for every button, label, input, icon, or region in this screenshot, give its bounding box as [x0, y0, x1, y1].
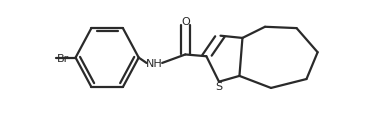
Text: S: S [215, 81, 222, 91]
Text: O: O [181, 17, 190, 27]
Text: NH: NH [146, 58, 163, 68]
Text: Br: Br [57, 53, 69, 63]
